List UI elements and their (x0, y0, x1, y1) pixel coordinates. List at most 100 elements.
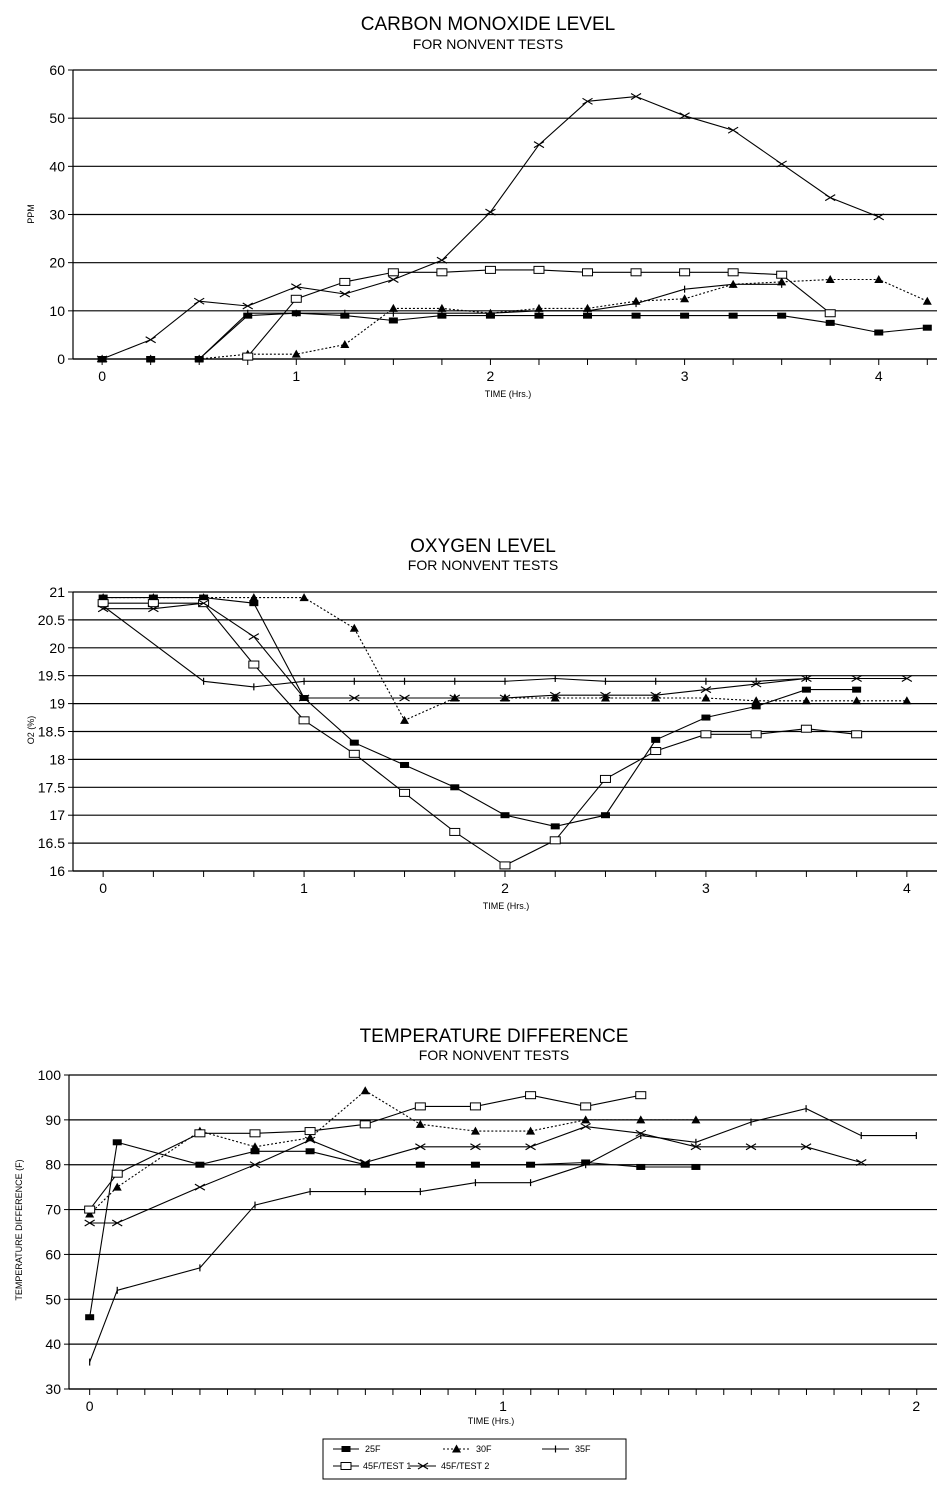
chart-2-series-30f-point (249, 593, 259, 602)
chart-2-y-tick-label: 18.5 (38, 724, 65, 740)
chart-1-series-45f-test-2-point (436, 256, 448, 264)
chart-2-y-tick-label: 17.5 (38, 779, 65, 795)
chart-2-series-25f-point (801, 686, 811, 693)
chart-3-series-45f-test-1-point (359, 1120, 371, 1129)
chart-1-series-45f-test-2-point (727, 126, 739, 134)
chart-3-y-tick-label: 50 (45, 1291, 61, 1307)
legend-label-45f-test-2: 45F/TEST 2 (441, 1461, 489, 1471)
chart-3-series-45f-test-2-point (194, 1183, 206, 1191)
chart-2-series-45f-test-2-point (549, 691, 561, 699)
chart-2-series-30f-point (701, 693, 711, 702)
chart-2-series-45f-test-1-point (549, 836, 561, 845)
legend-item-35f: 35F (542, 1444, 591, 1454)
chart-3-series-25f-point (526, 1161, 536, 1168)
chart-2-series-30f-point (299, 593, 309, 602)
chart-2-series-25f-line (103, 597, 857, 827)
chart-2-series-30f-point (902, 696, 912, 705)
chart-2-series-45f-test-1-point (248, 660, 260, 669)
chart-2-y-tick-label: 19.5 (38, 668, 65, 684)
chart-2-series-45f-test-2-point (248, 633, 260, 641)
chart-2-series-30f-point (148, 593, 158, 602)
chart-1-series-45f-test-2-point (679, 112, 690, 120)
legend: 25F 30F 35F 45F/TEST 1 45F/TEST 2 (322, 1438, 627, 1480)
chart-1-series-30f-point (340, 340, 350, 349)
chart-1-series-45f-test-1-point (582, 268, 594, 277)
chart-3-series-30f-point (470, 1126, 480, 1135)
chart-1-series-45f-test-1-point (242, 352, 254, 361)
chart-2-series-25f-point (651, 736, 661, 743)
chart-2-y-tick-label: 16.5 (38, 835, 65, 851)
chart-1-series-25f-point (777, 312, 787, 319)
chart-1-series-45f-test-2-line (101, 95, 880, 360)
chart-3-series-45f-test-2-point (111, 1219, 123, 1227)
chart-2-series-45f-test-2-point (97, 605, 109, 613)
chart-3-y-tick-label: 60 (45, 1246, 61, 1262)
chart-3-series-45f-test-1-point (249, 1129, 261, 1138)
chart-1-series-45f-test-2-point (776, 160, 787, 168)
chart-3-series-30f-point (415, 1119, 425, 1128)
chart-1-series-45f-test-2-point (824, 194, 836, 202)
chart-2-series-45f-test-2-point (449, 694, 461, 702)
chart-3-series-25f-point (415, 1161, 425, 1168)
chart-3-series-30f-point (526, 1126, 536, 1135)
chart-1-series-30f-point (825, 275, 835, 284)
chart-2-y-tick-label: 20.5 (38, 612, 65, 628)
chart-1-series-25f-point (388, 317, 398, 324)
chart-2-series-25f-point (500, 812, 510, 819)
chart-2-series-45f-test-2-point (700, 686, 712, 694)
chart-2-series-25f-point (249, 600, 259, 607)
chart-3-series-25f-point (85, 1314, 95, 1321)
chart-1-x-tick-label: 1 (292, 368, 300, 384)
chart-2-xlabel: TIME (Hrs.) (483, 901, 530, 911)
chart-2-series-25f-point (550, 823, 560, 830)
chart-1-series-25f-point (825, 319, 835, 326)
chart-2-y-tick-label: 19 (49, 696, 65, 712)
chart-1-series-45f-test-1-point (339, 277, 351, 286)
chart-2-y-tick-label: 21 (49, 584, 65, 600)
chart-2-plot: 16 16.5 17 17.5 18 18.5 19 19.5 20 20.5 21 0 1 2 3 4 (38, 584, 937, 896)
chart-1-series-45f-test-1-point (387, 268, 399, 277)
chart-1-plot: 0 10 20 30 40 50 60 0 1 2 3 4 (49, 62, 937, 384)
chart-3-series-45f-test-1-point (111, 1169, 123, 1178)
chart-3-x-tick-label: 2 (912, 1398, 920, 1414)
chart-1-series-25f-point (874, 329, 884, 336)
chart-3-series-25f-point (636, 1163, 646, 1170)
chart-1-series-45f-test-1-point (484, 265, 496, 274)
chart-3-series-45f-test-2-point (415, 1143, 426, 1151)
chart-3-series-45f-test-1-point (635, 1091, 647, 1100)
chart-3-series-30f-point (250, 1142, 260, 1151)
chart-2-subtitle: FOR NONVENT TESTS (408, 557, 558, 573)
chart-2-series-45f-test-2-point (650, 691, 661, 699)
chart-1-series-45f-test-2-point (145, 336, 156, 344)
chart-1-series-45f-test-1-point (533, 265, 545, 274)
legend-item-25f: 25F (333, 1444, 381, 1454)
chart-3-series-45f-test-2-line (89, 1126, 862, 1224)
chart-2-series-30f-point (349, 623, 359, 632)
chart-2-series-45f-test-2-point (399, 694, 410, 702)
chart-1-series-45f-test-2-point (242, 302, 254, 310)
chart-3-series-30f-point (360, 1086, 370, 1095)
chart-1-series-45f-test-1-point (436, 268, 448, 277)
chart-2-series-25f-point (400, 761, 410, 768)
chart-3-series-25f-point (305, 1148, 315, 1155)
chart-3-series-45f-test-1-point (580, 1102, 592, 1111)
chart-2-series-25f-point (450, 784, 460, 791)
chart-3-y-tick-label: 40 (45, 1336, 61, 1352)
chart-3-series-30f-point (112, 1182, 122, 1191)
chart-1-x-tick-label: 2 (487, 368, 495, 384)
chart-2-series-45f-test-2-point (901, 675, 913, 682)
chart-2-series-45f-test-1-point (499, 861, 511, 870)
chart-3-series-45f-test-2-point (580, 1123, 591, 1131)
legend-marker-45f-test-2 (417, 1462, 429, 1470)
chart-2-series-group (97, 593, 913, 870)
chart-1-series-45f-test-1-point (824, 309, 836, 318)
chart-2-y-tick-label: 18 (49, 751, 65, 767)
chart-1-series-25f-line (102, 312, 928, 360)
chart-1-series-25f-point (680, 312, 690, 319)
chart-1-series-group (96, 93, 932, 363)
chart-3-series-45f-test-2-point (855, 1158, 867, 1166)
chart-1-ylabel: PPM (26, 204, 36, 224)
chart-2-x-tick-label: 0 (99, 880, 107, 896)
chart-2-series-30f-point (199, 593, 209, 602)
